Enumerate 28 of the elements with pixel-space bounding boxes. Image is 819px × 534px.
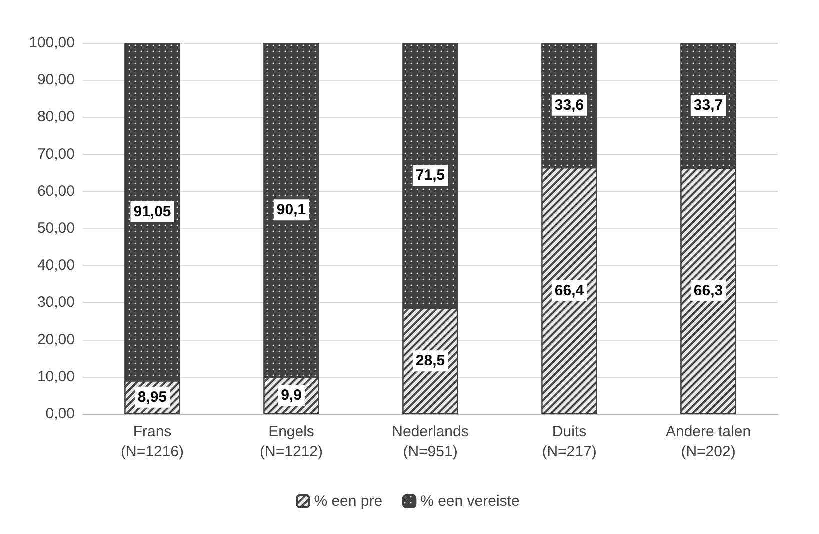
y-tick-label: 100,00 (29, 34, 75, 52)
y-tick-label: 0,00 (46, 406, 75, 422)
data-label: 66,3 (694, 282, 724, 300)
x-tick-label: Andere talen (N=202) (666, 424, 752, 460)
data-label: 66,4 (554, 282, 585, 300)
data-label: 33,6 (554, 96, 584, 114)
y-tick-label: 90,00 (37, 72, 75, 89)
y-tick-label: 40,00 (37, 257, 75, 274)
data-label: 90,1 (276, 202, 306, 219)
data-label: 8,95 (138, 388, 168, 406)
x-tick-label: Engels (N=1212) (260, 424, 323, 460)
data-label: 71,5 (416, 167, 446, 184)
data-label: 91,05 (134, 203, 172, 220)
y-tick-label: 70,00 (37, 146, 75, 163)
x-tick-label: Duits (N=217) (542, 424, 597, 460)
y-tick-label: 10,00 (37, 368, 75, 386)
data-label: 9,9 (281, 387, 302, 404)
legend-label: % een pre (314, 493, 383, 510)
x-tick-label: Frans (N=1216) (121, 424, 184, 460)
y-tick-label: 80,00 (37, 108, 75, 126)
y-tick-label: 50,00 (37, 220, 75, 237)
data-label: 33,7 (694, 97, 724, 114)
legend-label: % een vereiste (420, 493, 520, 510)
y-tick-label: 20,00 (37, 331, 75, 348)
y-tick-label: 60,00 (37, 182, 75, 200)
x-tick-label: Nederlands (N=951) (392, 424, 469, 460)
data-label: 28,5 (416, 352, 446, 370)
y-tick-label: 30,00 (37, 294, 75, 312)
